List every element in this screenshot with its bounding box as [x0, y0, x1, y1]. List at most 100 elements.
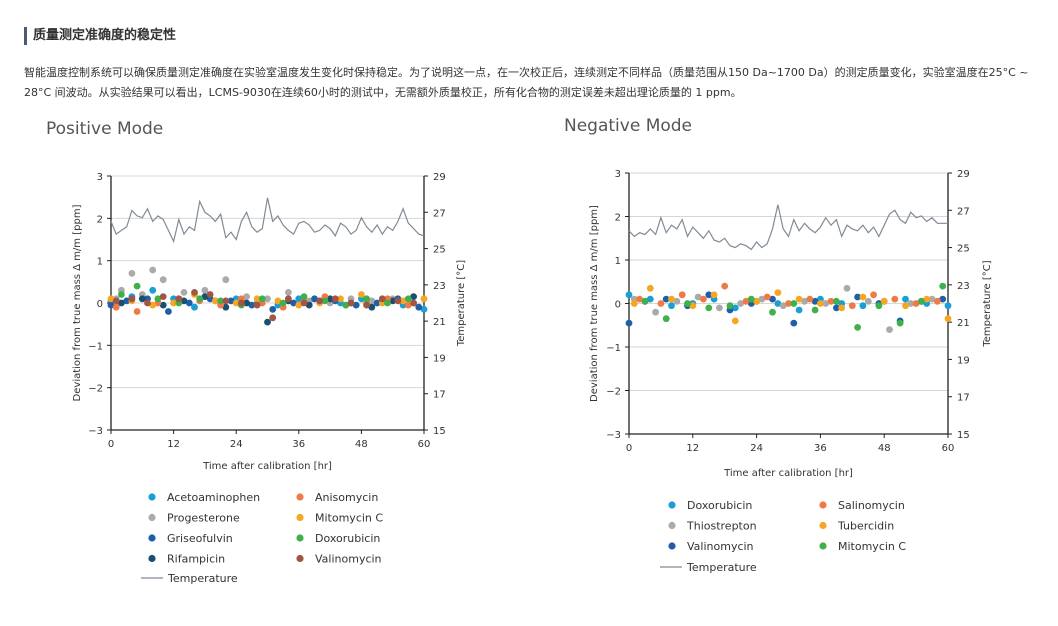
point-doxorubicin [279, 299, 287, 307]
point-valinomycin [378, 295, 386, 303]
point-progesterone [201, 286, 209, 294]
point-mitomycin-c [811, 306, 819, 314]
point-thiostrepton [779, 302, 787, 310]
point-valinomycin [300, 299, 308, 307]
point-progesterone [243, 293, 251, 300]
point-valinomycin [175, 295, 183, 303]
point-doxorubicin [321, 297, 329, 305]
legend-marker [148, 534, 156, 542]
point-progesterone [285, 289, 292, 296]
point-anisomycin [112, 303, 120, 311]
y2-tick-label: 19 [433, 353, 446, 364]
point-griseofulvin [352, 301, 360, 309]
point-tubercidin [668, 295, 675, 303]
legend-label: Rifampicin [167, 553, 225, 566]
point-valinomycin [347, 299, 355, 307]
point-valinomycin [316, 297, 324, 305]
y2-tick-label: 25 [957, 244, 970, 255]
point-valinomycin [410, 299, 417, 307]
point-salinomycin [721, 282, 729, 290]
point-thiostrepton [928, 295, 936, 303]
legend-label: Acetoaminophen [167, 491, 260, 504]
y-axis-label: Deviation from true mass Δ m/m [ppm] [589, 205, 600, 402]
point-mitomycin-c [358, 291, 365, 298]
point-tubercidin [646, 284, 654, 292]
point-tubercidin [731, 317, 739, 325]
chart-title: Negative Mode [564, 116, 692, 136]
point-griseofulvin [107, 301, 115, 309]
point-progesterone [222, 276, 230, 284]
point-mitomycin-c [107, 295, 115, 303]
point-valinomycin [112, 297, 120, 305]
legend-marker [668, 501, 676, 509]
point-mitomycin-c [854, 324, 861, 331]
point-salinomycin [763, 293, 771, 301]
point-valinomycin [238, 299, 245, 307]
point-griseofulvin [123, 297, 131, 305]
x-tick-label: 60 [942, 443, 955, 454]
point-mitomycin-c [875, 302, 883, 310]
point-rifampicin [159, 301, 167, 309]
legend-marker [668, 521, 676, 530]
y2-tick-label: 29 [957, 169, 970, 180]
point-doxorubicin [774, 300, 782, 307]
legend-marker [148, 554, 156, 563]
point-mitomycin-c [726, 302, 734, 310]
point-valinomycin [285, 295, 292, 303]
y-tick-label: −2 [88, 384, 103, 395]
point-thiostrepton [907, 300, 915, 307]
point-valinomycin [662, 295, 670, 303]
legend-label: Tubercidin [837, 520, 894, 533]
point-salinomycin [785, 300, 792, 307]
point-acetoaminophen [149, 286, 157, 294]
x-tick-label: 0 [626, 443, 632, 454]
point-rifampicin [180, 297, 188, 305]
point-anisomycin [404, 301, 412, 309]
point-doxorubicin [859, 302, 867, 310]
point-mitomycin-c [274, 297, 282, 305]
point-thiostrepton [694, 293, 702, 301]
y2-tick-label: 19 [957, 355, 970, 366]
point-tubercidin [630, 300, 638, 307]
temperature-line [628, 204, 948, 251]
point-tubercidin [923, 295, 931, 303]
point-griseofulvin [311, 295, 318, 303]
point-mitomycin-c [747, 295, 755, 303]
point-salinomycin [827, 297, 835, 305]
legend-label: Mitomycin C [315, 512, 383, 525]
x-tick-label: 36 [292, 439, 305, 450]
legend-marker [819, 542, 827, 550]
point-acetoaminophen [191, 303, 198, 311]
y2-tick-label: 17 [433, 390, 446, 401]
point-thiostrepton [716, 304, 723, 312]
point-salinomycin [870, 291, 877, 299]
point-tubercidin [774, 289, 782, 296]
point-mitomycin-c [662, 315, 670, 323]
point-griseofulvin [227, 297, 235, 305]
y-tick-label: 1 [97, 257, 103, 268]
point-valinomycin [159, 293, 167, 300]
point-mitomycin-c [769, 308, 776, 316]
point-valinomycin [833, 304, 840, 312]
y2-tick-label: 21 [957, 318, 970, 329]
point-progesterone [149, 266, 157, 274]
point-doxorubicin [363, 295, 370, 303]
y-tick-label: 1 [615, 256, 621, 267]
legend-label: Doxorubicin [687, 499, 752, 512]
point-valinomycin [790, 319, 798, 327]
point-doxorubicin [300, 293, 308, 300]
point-doxorubicin [404, 295, 412, 303]
point-salinomycin [891, 295, 899, 303]
point-rifampicin [368, 303, 376, 311]
point-doxorubicin [731, 304, 739, 312]
y2-tick-label: 25 [433, 245, 446, 256]
y-tick-label: −1 [606, 343, 621, 354]
point-doxorubicin [196, 295, 204, 303]
x-tick-label: 48 [878, 443, 891, 454]
legend-label: Mitomycin C [838, 540, 906, 553]
point-griseofulvin [269, 306, 277, 313]
y2-tick-label: 15 [433, 426, 446, 437]
positive-mode-chart-svg: Positive Mode−3−2−1012315171921232527290… [46, 119, 467, 585]
point-rifampicin [264, 318, 271, 326]
